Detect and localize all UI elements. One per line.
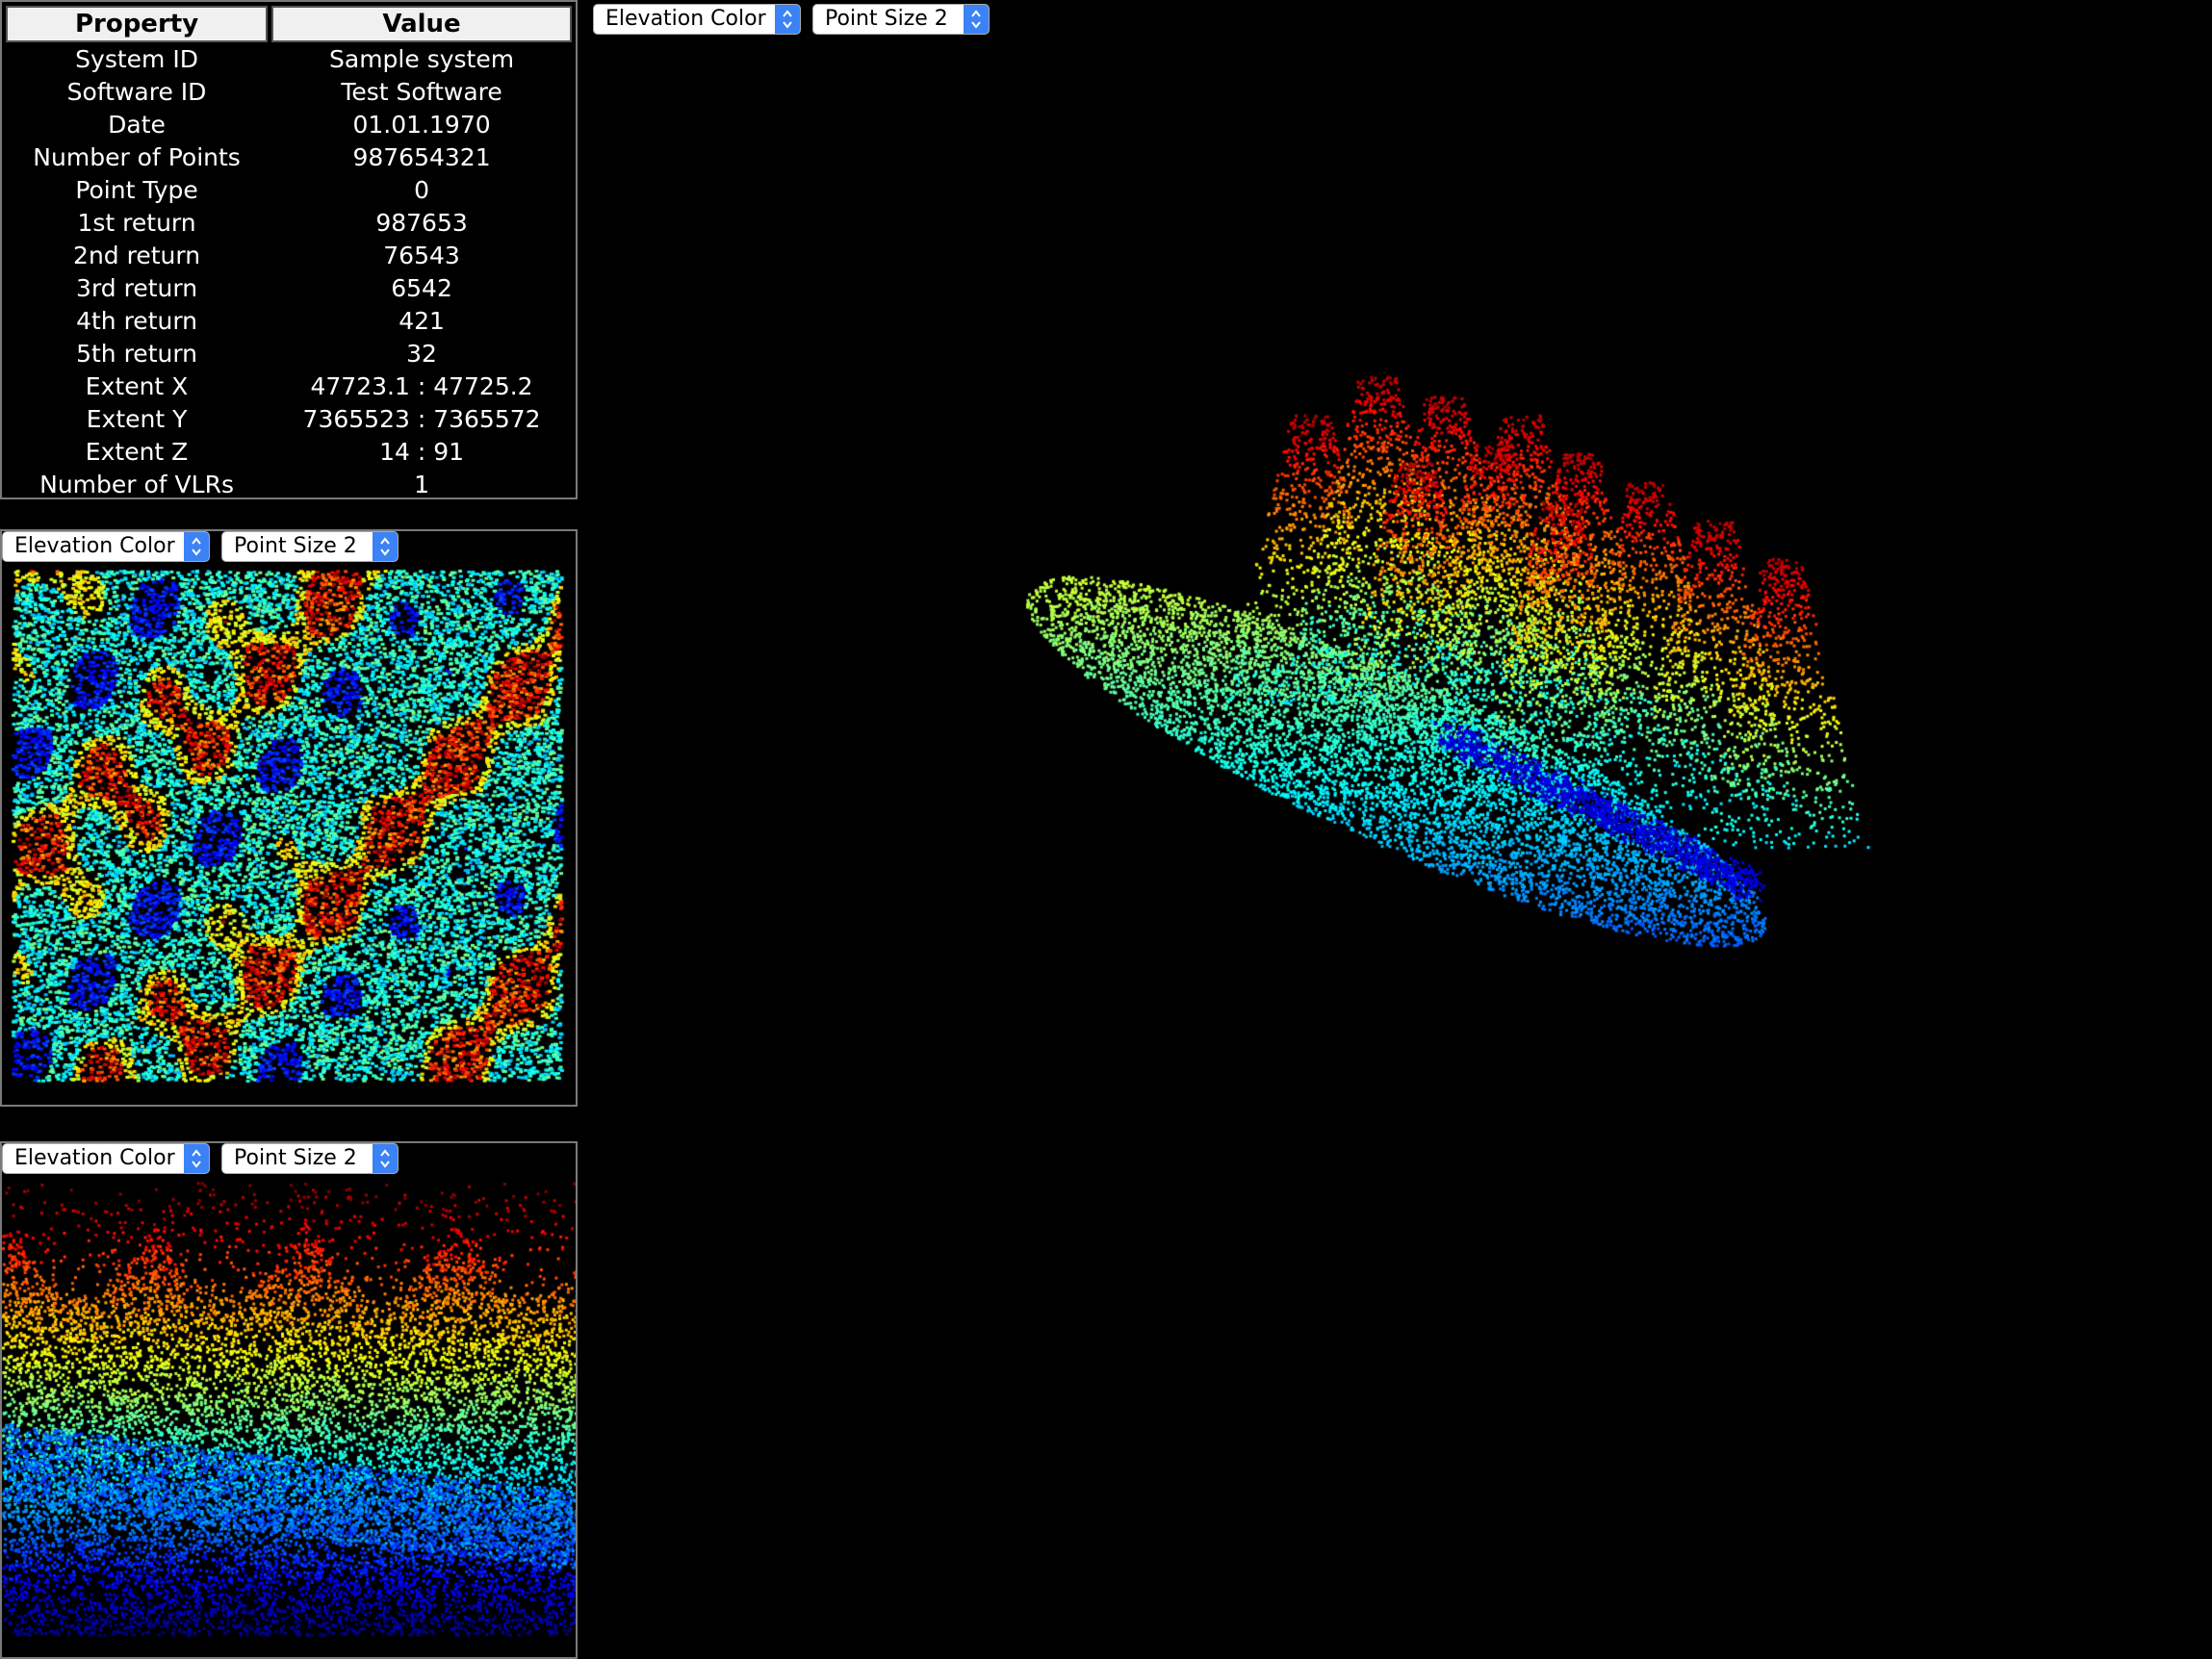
side-point-size-label: Point Size 2 (234, 1146, 357, 1170)
property-value: 76543 (383, 241, 460, 269)
property-row: 2nd return 76543 (6, 239, 572, 271)
property-name: Extent X (85, 371, 189, 400)
property-row: Date 01.01.1970 (6, 108, 572, 140)
side-point-size-select[interactable]: Point Size 2 (221, 1143, 399, 1174)
side-color-mode-select[interactable]: Elevation Color (2, 1143, 210, 1174)
property-value: Sample system (329, 44, 515, 73)
property-value: 7365523 : 7365572 (302, 404, 541, 433)
side-point-cloud-canvas[interactable] (2, 1143, 576, 1657)
chevron-updown-icon (184, 1144, 209, 1173)
value-column-header[interactable]: Value (271, 6, 572, 42)
main-point-cloud-canvas[interactable] (578, 0, 2212, 1659)
chevron-updown-icon (184, 532, 209, 561)
property-name: Number of VLRs (39, 470, 234, 498)
property-name: 5th return (76, 339, 198, 368)
property-value: 14 : 91 (379, 437, 465, 466)
property-value: 6542 (391, 273, 452, 302)
property-row: 3rd return 6542 (6, 271, 572, 304)
top-point-cloud-canvas[interactable] (2, 531, 576, 1105)
property-row: Number of VLRs 1 (6, 468, 572, 500)
property-row: System ID Sample system (6, 42, 572, 75)
properties-panel: Property Value System ID Sample system Sof… (0, 0, 578, 499)
property-column-header[interactable]: Property (6, 6, 269, 42)
property-row: 1st return 987653 (6, 206, 572, 239)
property-value: Test Software (341, 77, 502, 106)
side-view-panel[interactable] (0, 1141, 578, 1659)
side-color-mode-label: Elevation Color (14, 1146, 175, 1170)
property-value: 1 (414, 470, 429, 498)
property-name: Extent Z (85, 437, 189, 466)
property-value: 987654321 (352, 142, 491, 171)
property-name: Point Type (75, 175, 198, 204)
top-point-size-label: Point Size 2 (234, 534, 357, 558)
property-row: Extent Y 7365523 : 7365572 (6, 402, 572, 435)
top-color-mode-label: Elevation Color (14, 534, 175, 558)
property-name: 3rd return (76, 273, 198, 302)
property-value: 32 (406, 339, 437, 368)
top-point-size-select[interactable]: Point Size 2 (221, 531, 399, 562)
main-color-mode-label: Elevation Color (605, 7, 766, 31)
main-point-size-label: Point Size 2 (825, 7, 948, 31)
chevron-updown-icon (373, 1144, 398, 1173)
property-name: System ID (75, 44, 198, 73)
main-3d-view[interactable] (578, 0, 2212, 1659)
property-name: 1st return (77, 208, 196, 237)
property-name: 4th return (76, 306, 198, 335)
chevron-updown-icon (373, 532, 398, 561)
properties-table: Property Value System ID Sample system Sof… (2, 6, 576, 500)
property-value: 01.01.1970 (352, 110, 491, 139)
top-view-panel[interactable] (0, 529, 578, 1107)
property-name: Extent Y (86, 404, 188, 433)
property-name: Date (108, 110, 166, 139)
main-point-size-select[interactable]: Point Size 2 (812, 4, 990, 35)
property-name: 2nd return (73, 241, 201, 269)
property-value: 0 (414, 175, 429, 204)
property-row: Software ID Test Software (6, 75, 572, 108)
property-value: 421 (399, 306, 445, 335)
property-name: Software ID (66, 77, 207, 106)
property-row: Extent X 47723.1 : 47725.2 (6, 370, 572, 402)
chevron-updown-icon (775, 5, 800, 34)
chevron-updown-icon (964, 5, 989, 34)
property-row: 5th return 32 (6, 337, 572, 370)
top-color-mode-select[interactable]: Elevation Color (2, 531, 210, 562)
main-color-mode-select[interactable]: Elevation Color (593, 4, 801, 35)
property-row: Extent Z 14 : 91 (6, 435, 572, 468)
property-row: Point Type 0 (6, 173, 572, 206)
property-row: 4th return 421 (6, 304, 572, 337)
property-row: Number of Points 987654321 (6, 140, 572, 173)
property-value: 987653 (375, 208, 468, 237)
property-value: 47723.1 : 47725.2 (310, 371, 533, 400)
property-name: Number of Points (33, 142, 241, 171)
